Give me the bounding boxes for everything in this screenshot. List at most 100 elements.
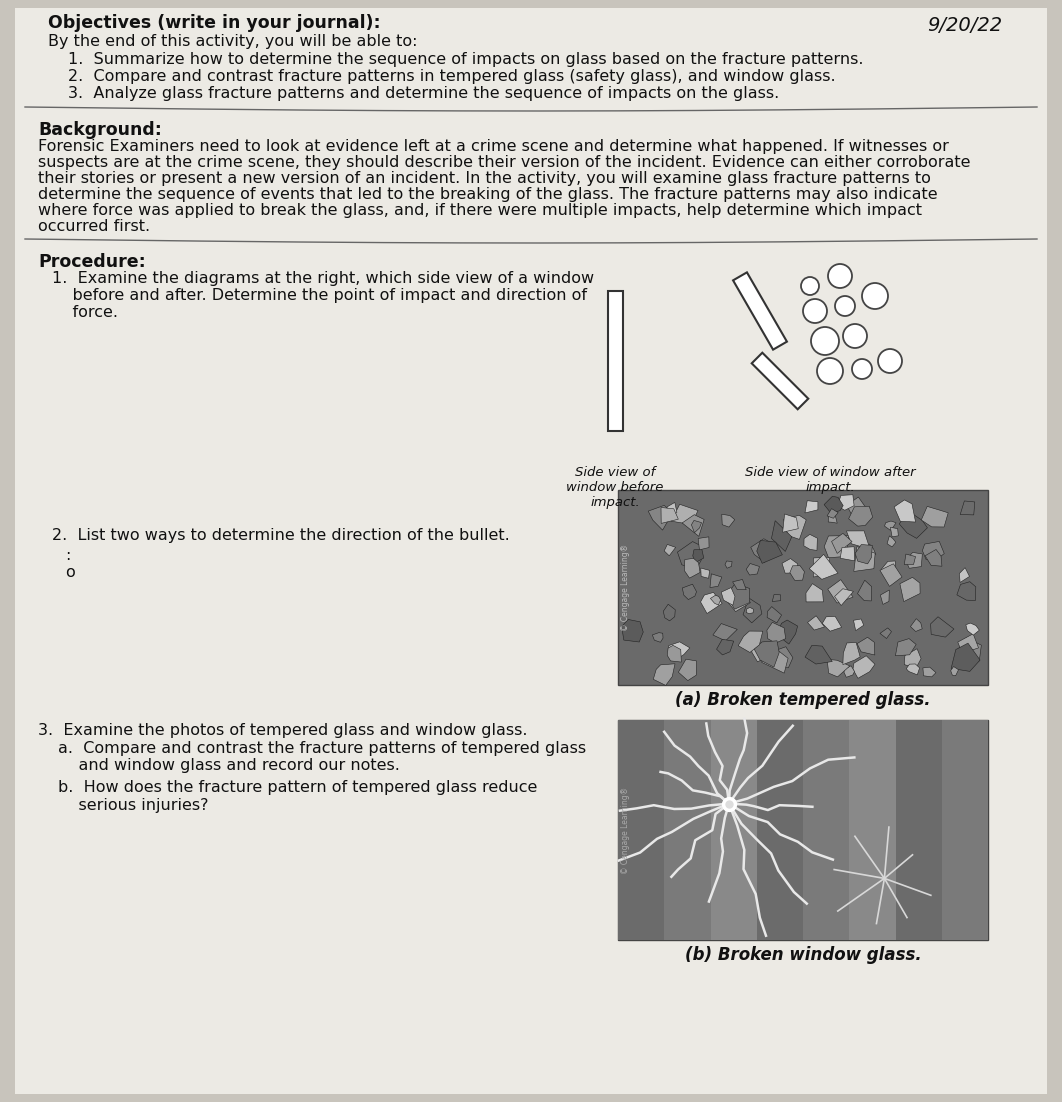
Polygon shape (880, 564, 902, 586)
Polygon shape (621, 619, 644, 642)
Polygon shape (950, 667, 959, 676)
Polygon shape (813, 558, 829, 577)
Polygon shape (925, 550, 942, 566)
Polygon shape (747, 607, 753, 614)
Polygon shape (804, 534, 818, 550)
Polygon shape (790, 565, 804, 581)
Polygon shape (666, 503, 676, 516)
Polygon shape (747, 563, 759, 575)
Text: suspects are at the crime scene, they should describe their version of the incid: suspects are at the crime scene, they sh… (38, 155, 971, 170)
Text: determine the sequence of events that led to the breaking of the glass. The frac: determine the sequence of events that le… (38, 187, 938, 202)
Polygon shape (844, 666, 855, 678)
Polygon shape (767, 606, 782, 623)
Bar (664, 720, 710, 940)
Polygon shape (754, 640, 780, 667)
Polygon shape (960, 501, 975, 515)
Polygon shape (827, 509, 838, 518)
Circle shape (843, 324, 867, 348)
Polygon shape (725, 561, 732, 569)
Bar (618, 720, 664, 940)
Polygon shape (923, 541, 944, 561)
Polygon shape (783, 514, 799, 532)
Text: before and after. Determine the point of impact and direction of: before and after. Determine the point of… (52, 288, 587, 303)
Bar (757, 720, 803, 940)
Bar (895, 720, 942, 940)
Polygon shape (827, 580, 853, 603)
Polygon shape (752, 353, 808, 409)
Circle shape (803, 299, 827, 323)
Polygon shape (757, 540, 783, 563)
Text: 9/20/22: 9/20/22 (927, 17, 1003, 35)
Polygon shape (738, 631, 763, 652)
Polygon shape (952, 644, 980, 671)
Polygon shape (880, 590, 889, 604)
Polygon shape (854, 547, 875, 572)
Polygon shape (890, 528, 898, 537)
Polygon shape (905, 554, 915, 564)
Text: Objectives (write in your journal):: Objectives (write in your journal): (48, 14, 380, 32)
Polygon shape (824, 496, 843, 514)
Polygon shape (828, 516, 837, 523)
Text: where force was applied to break the glass, and, if there were multiple impacts,: where force was applied to break the gla… (38, 203, 922, 218)
Circle shape (852, 359, 872, 379)
Text: Background:: Background: (38, 121, 161, 139)
Polygon shape (807, 616, 824, 630)
Text: Side view of window after
impact.: Side view of window after impact. (744, 466, 915, 494)
Text: occurred first.: occurred first. (38, 219, 150, 234)
Polygon shape (853, 656, 875, 679)
Polygon shape (832, 533, 852, 553)
Bar (710, 720, 757, 940)
Text: © Cengage Learning®: © Cengage Learning® (620, 787, 630, 874)
Polygon shape (906, 552, 922, 569)
Polygon shape (710, 595, 721, 605)
Polygon shape (743, 598, 761, 623)
Polygon shape (668, 641, 690, 660)
Polygon shape (921, 507, 948, 527)
Text: 3.  Analyze glass fracture patterns and determine the sequence of impacts on the: 3. Analyze glass fracture patterns and d… (68, 86, 780, 101)
Polygon shape (725, 585, 751, 612)
Polygon shape (805, 500, 818, 512)
Polygon shape (854, 619, 863, 630)
Polygon shape (827, 659, 850, 677)
Text: 1.  Examine the diagrams at the right, which side view of a window: 1. Examine the diagrams at the right, wh… (52, 271, 594, 287)
Polygon shape (809, 554, 838, 580)
Polygon shape (840, 547, 855, 561)
Bar (942, 720, 988, 940)
Polygon shape (843, 642, 860, 665)
Text: (a) Broken tempered glass.: (a) Broken tempered glass. (675, 691, 930, 709)
Polygon shape (900, 511, 927, 539)
Polygon shape (958, 634, 978, 653)
Circle shape (862, 283, 888, 309)
Polygon shape (805, 646, 833, 665)
Polygon shape (824, 536, 849, 558)
Polygon shape (838, 495, 854, 510)
Text: o: o (65, 565, 74, 580)
Circle shape (811, 327, 839, 355)
Polygon shape (661, 508, 679, 523)
Polygon shape (806, 584, 823, 602)
Polygon shape (930, 617, 954, 637)
Polygon shape (846, 531, 870, 549)
Polygon shape (782, 559, 798, 573)
Text: their stories or present a new version of an incident. In the activity, you will: their stories or present a new version o… (38, 171, 931, 186)
Polygon shape (679, 659, 697, 681)
Polygon shape (701, 568, 709, 579)
Text: serious injuries?: serious injuries? (58, 798, 208, 813)
Text: 1.  Summarize how to determine the sequence of impacts on glass based on the fra: 1. Summarize how to determine the sequen… (68, 52, 863, 67)
Polygon shape (900, 577, 920, 602)
Polygon shape (906, 663, 920, 674)
Polygon shape (959, 568, 970, 583)
Polygon shape (713, 624, 737, 641)
Text: 3.  Examine the photos of tempered glass and window glass.: 3. Examine the photos of tempered glass … (38, 723, 528, 738)
Polygon shape (698, 537, 709, 550)
Bar (803, 720, 850, 940)
Text: (b) Broken window glass.: (b) Broken window glass. (685, 946, 922, 964)
Text: By the end of this activity, you will be able to:: By the end of this activity, you will be… (48, 34, 417, 48)
Polygon shape (710, 574, 722, 587)
Polygon shape (678, 541, 701, 570)
Polygon shape (752, 641, 768, 662)
Polygon shape (772, 595, 781, 602)
Polygon shape (733, 272, 787, 349)
Polygon shape (701, 593, 722, 614)
Polygon shape (923, 667, 936, 677)
